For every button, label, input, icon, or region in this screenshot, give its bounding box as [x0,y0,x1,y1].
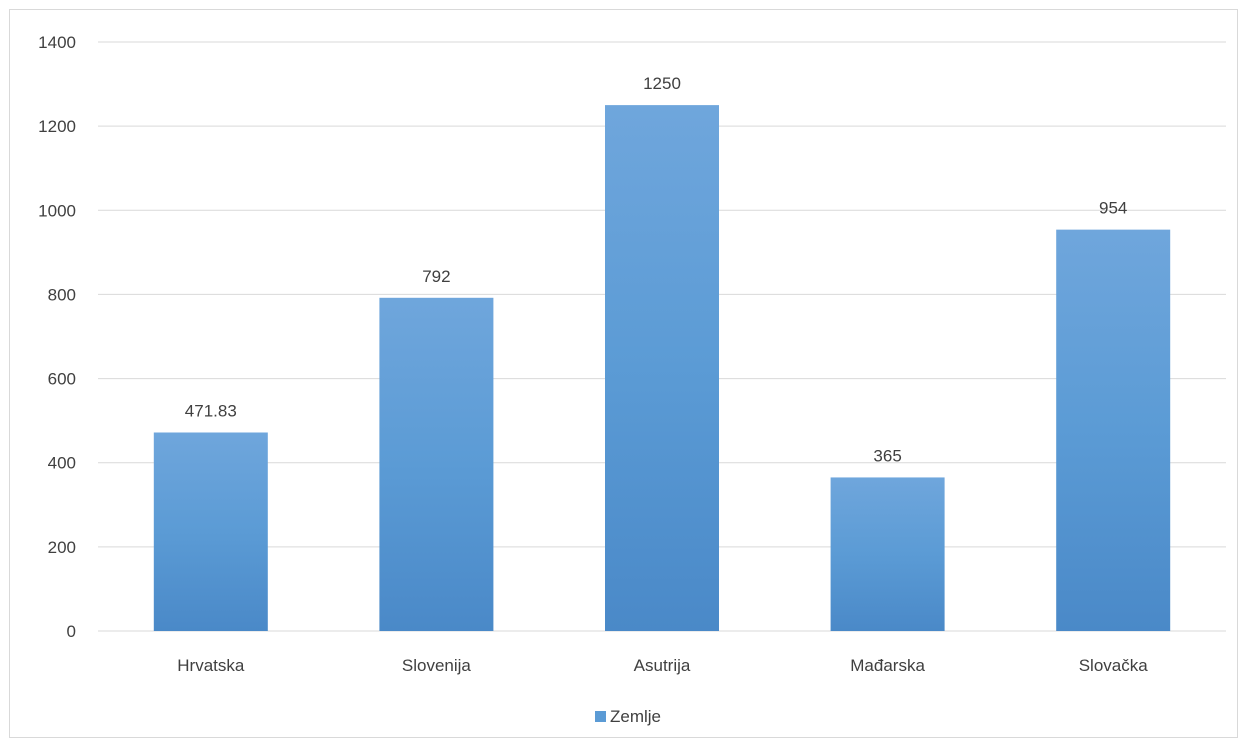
y-tick-label: 1200 [38,117,76,136]
bar-1 [379,297,494,631]
legend-swatch [595,711,606,722]
legend-label: Zemlje [610,707,661,726]
x-tick-label: Mađarska [850,656,925,675]
legend: Zemlje [595,707,661,726]
y-axis: 0 200 400 600 800 1000 1200 1400 [38,33,76,641]
y-tick-label: 1400 [38,33,76,52]
x-tick-label: Hrvatska [177,656,245,675]
data-label: 792 [422,267,450,286]
y-tick-label: 400 [48,454,76,473]
data-label: 954 [1099,199,1127,218]
bar-0 [153,432,268,631]
y-tick-label: 1000 [38,201,76,220]
bar-2 [605,105,719,632]
data-labels: 471.83 792 1250 365 954 [185,74,1128,465]
x-tick-label: Slovenija [402,656,472,675]
bar-4 [1056,229,1171,632]
data-label: 471.83 [185,401,237,420]
bars [153,105,1171,632]
bar-3 [830,477,945,631]
y-tick-label: 200 [48,538,76,557]
y-tick-label: 600 [48,370,76,389]
y-tick-label: 800 [48,285,76,304]
x-axis: Hrvatska Slovenija Asutrija Mađarska Slovačk… [177,656,1148,675]
x-tick-label: Asutrija [634,656,691,675]
data-label: 365 [873,446,901,465]
x-tick-label: Slovačka [1079,656,1149,675]
data-label: 1250 [643,74,681,93]
y-tick-label: 0 [67,622,76,641]
